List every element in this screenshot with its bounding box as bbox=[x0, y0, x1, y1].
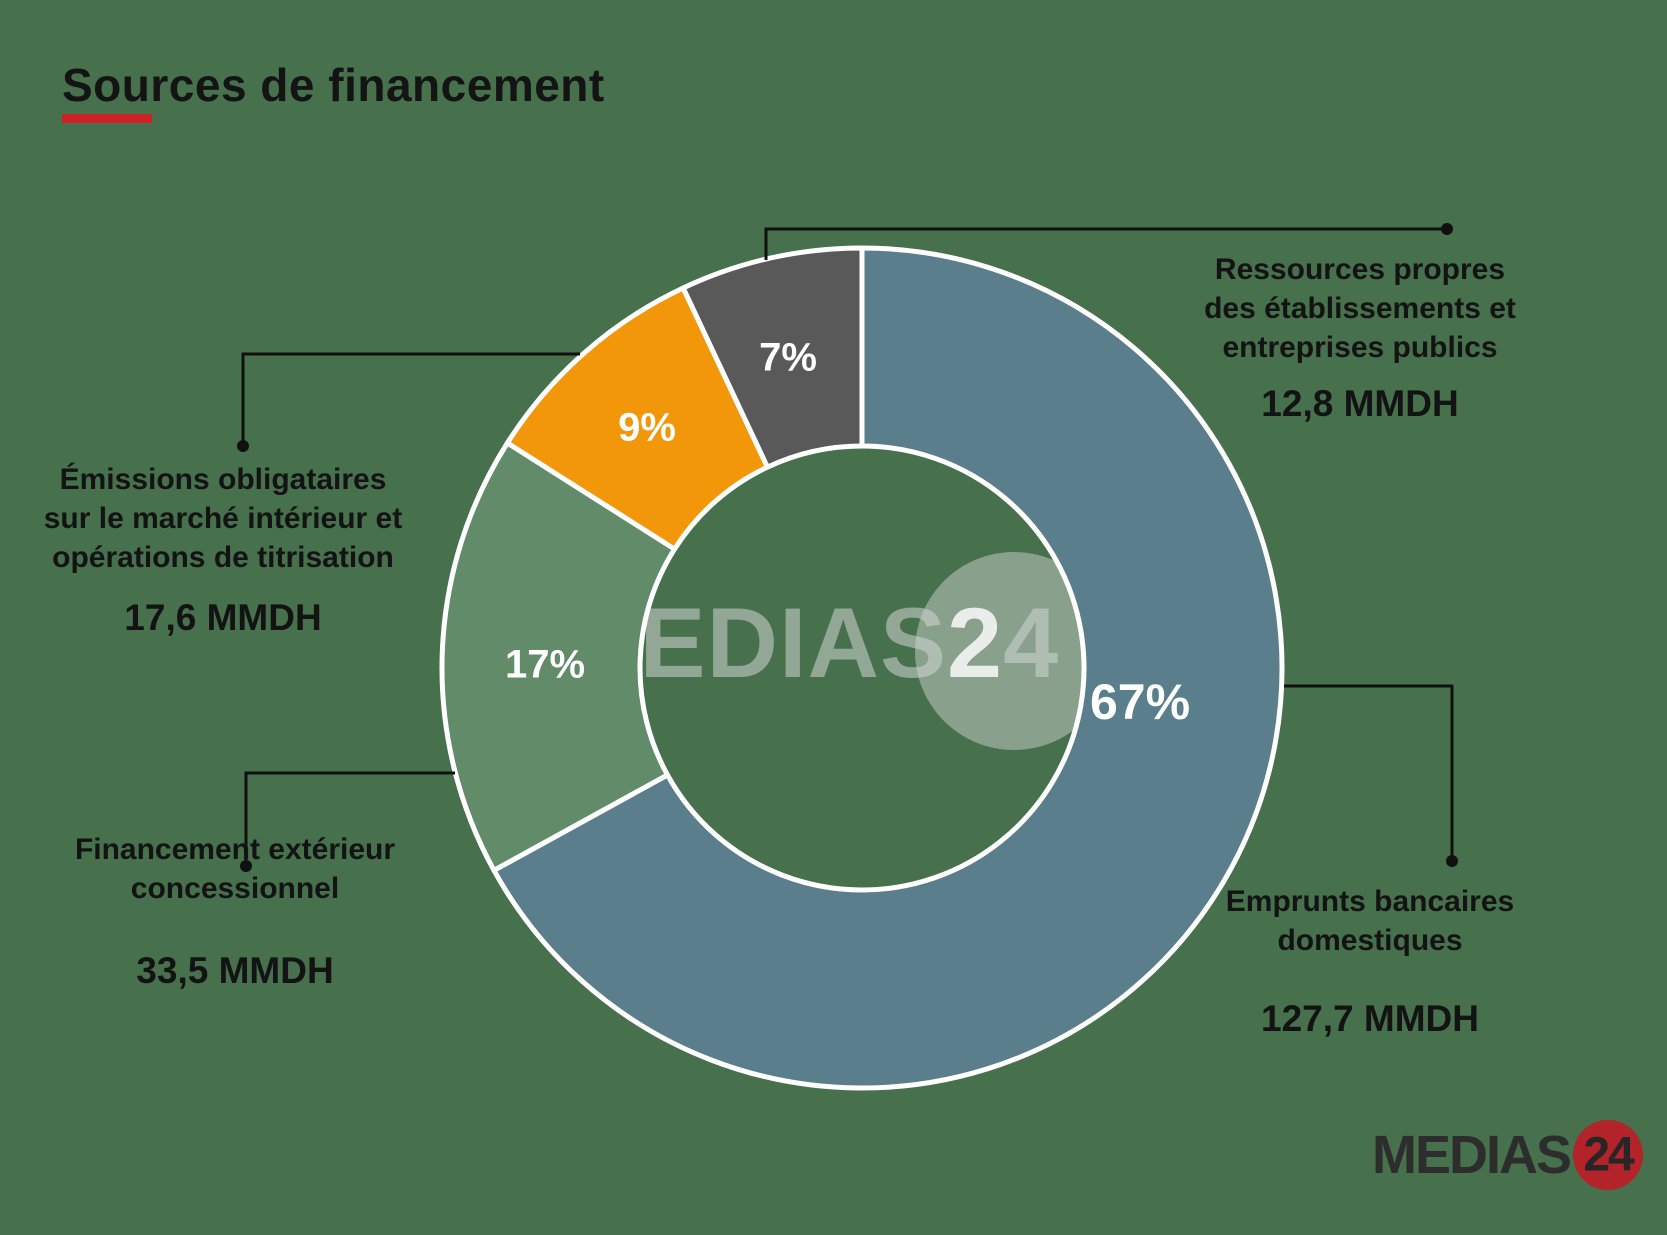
callout-emprunts-bancaires: Emprunts bancaires domestiques 127,7 MMDH bbox=[1180, 882, 1560, 1040]
page-title: Sources de financement bbox=[62, 59, 605, 111]
logo-wordmark: MEDIAS bbox=[1372, 1125, 1572, 1185]
callout-label: Financement extérieur concessionnel bbox=[74, 833, 396, 905]
connector-dot-3 bbox=[1446, 855, 1458, 867]
callout-connector-2 bbox=[244, 771, 455, 866]
watermark-2: 2 bbox=[947, 587, 1004, 698]
slice-pct-label-1: 17% bbox=[504, 642, 586, 687]
connector-dot-0 bbox=[1441, 223, 1453, 235]
callout-value: 12,8 MMDH bbox=[1261, 383, 1459, 424]
callout-value: 127,7 MMDH bbox=[1261, 998, 1479, 1039]
callout-connector-1 bbox=[241, 352, 580, 446]
connector-dot-2 bbox=[240, 860, 252, 872]
callout-financement-exterieur: Financement extérieur concessionnel 33,5 … bbox=[45, 830, 425, 992]
medias24-logo: MEDIAS 24 bbox=[1372, 1120, 1644, 1190]
title-underline bbox=[62, 114, 152, 123]
callout-label: Emprunts bancaires domestiques bbox=[1225, 885, 1515, 957]
callout-ressources-propres: Ressources propres des établissements et e… bbox=[1170, 250, 1550, 425]
callout-label: Émissions obligataires sur le marché inté… bbox=[43, 463, 403, 574]
donut-slice-0 bbox=[491, 245, 1285, 1091]
callout-connector-3 bbox=[1284, 684, 1454, 861]
callout-value: 33,5 MMDH bbox=[136, 950, 334, 991]
connector-dot-1 bbox=[237, 440, 249, 452]
watermark-4: 4 bbox=[1003, 587, 1060, 698]
logo-24: 24 bbox=[1583, 1128, 1634, 1182]
logo-red-circle bbox=[1573, 1120, 1644, 1190]
logo-badge: 24 bbox=[1573, 1120, 1644, 1190]
callout-emissions-obligataires: Émissions obligataires sur le marché inté… bbox=[28, 460, 418, 639]
donut-slice-1 bbox=[439, 440, 678, 873]
callout-label: Ressources propres des établissements et e… bbox=[1204, 253, 1516, 364]
callout-connector-0 bbox=[764, 227, 1447, 260]
slice-pct-label-3: 7% bbox=[759, 335, 817, 380]
slice-pct-label-0: 67% bbox=[1089, 674, 1191, 730]
slice-pct-label-2: 9% bbox=[618, 405, 676, 450]
donut-slice-3 bbox=[680, 245, 865, 470]
callout-value: 17,6 MMDH bbox=[124, 597, 322, 638]
